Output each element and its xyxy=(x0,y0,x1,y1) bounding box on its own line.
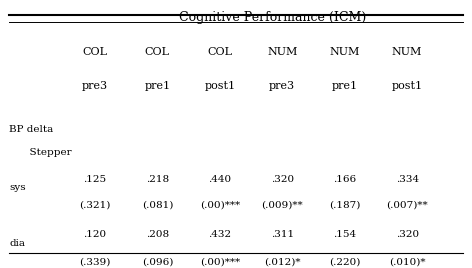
Text: .432: .432 xyxy=(208,230,231,239)
Text: .440: .440 xyxy=(208,175,231,184)
Text: .208: .208 xyxy=(146,230,169,239)
Text: post1: post1 xyxy=(204,81,236,91)
Text: .320: .320 xyxy=(396,230,419,239)
Text: COL: COL xyxy=(83,47,108,57)
Text: NUM: NUM xyxy=(392,47,422,57)
Text: COL: COL xyxy=(145,47,170,57)
Text: (.339): (.339) xyxy=(79,258,110,266)
Text: .166: .166 xyxy=(333,175,356,184)
Text: (.007)**: (.007)** xyxy=(387,201,428,210)
Text: sys: sys xyxy=(9,183,26,192)
Text: NUM: NUM xyxy=(329,47,360,57)
Text: pre3: pre3 xyxy=(82,81,108,91)
Text: Stepper: Stepper xyxy=(23,148,72,157)
Text: (.00)***: (.00)*** xyxy=(200,258,240,266)
Text: Cognitive Performance (ICM): Cognitive Performance (ICM) xyxy=(179,10,367,24)
Text: .320: .320 xyxy=(271,175,294,184)
Text: (.012)*: (.012)* xyxy=(264,258,301,266)
Text: pre1: pre1 xyxy=(144,81,170,91)
Text: .154: .154 xyxy=(333,230,356,239)
Text: .120: .120 xyxy=(84,230,107,239)
Text: .334: .334 xyxy=(396,175,419,184)
Text: (.010)*: (.010)* xyxy=(389,258,425,266)
Text: dia: dia xyxy=(9,239,25,248)
Text: post1: post1 xyxy=(392,81,423,91)
Text: pre3: pre3 xyxy=(269,81,295,91)
Text: (.096): (.096) xyxy=(142,258,173,266)
Text: (.00)***: (.00)*** xyxy=(200,201,240,210)
Text: (.187): (.187) xyxy=(329,201,361,210)
Text: pre1: pre1 xyxy=(332,81,358,91)
Text: COL: COL xyxy=(207,47,232,57)
Text: (.220): (.220) xyxy=(329,258,361,266)
Text: (.081): (.081) xyxy=(142,201,173,210)
Text: (.321): (.321) xyxy=(79,201,110,210)
Text: (.009)**: (.009)** xyxy=(261,201,303,210)
Text: .125: .125 xyxy=(84,175,107,184)
Text: .218: .218 xyxy=(146,175,169,184)
Text: BP delta: BP delta xyxy=(9,125,54,134)
Text: .311: .311 xyxy=(271,230,294,239)
Text: NUM: NUM xyxy=(267,47,297,57)
